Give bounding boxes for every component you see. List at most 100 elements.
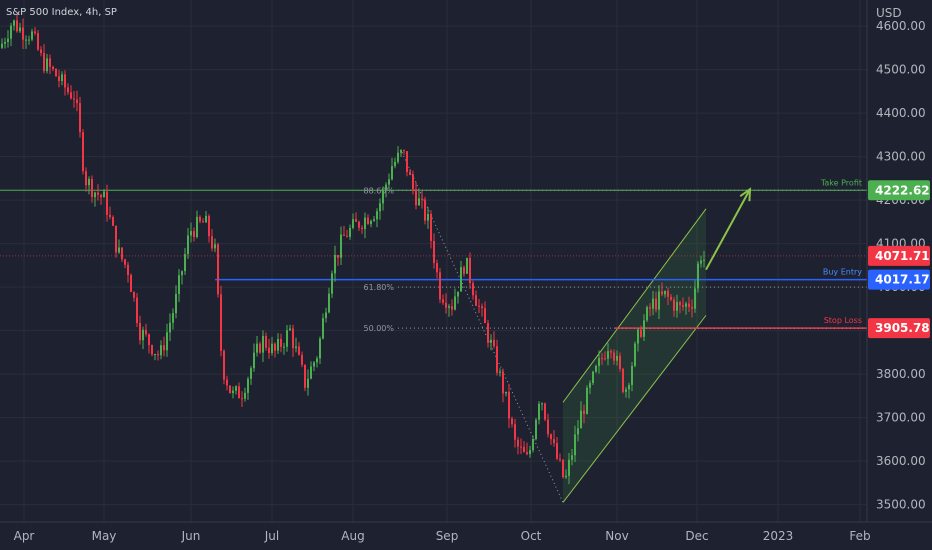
candle-body (235, 386, 237, 391)
candle-body (367, 217, 369, 225)
fibonacci-levels: 88.60% 61.80% 50.00% (363, 152, 867, 503)
candle-body (61, 74, 63, 82)
candle-body (316, 358, 318, 363)
candle-body (136, 297, 138, 324)
candle-body (319, 338, 321, 359)
candle-body (91, 178, 93, 198)
candle-body (469, 257, 471, 284)
candlestick-series (1, 13, 705, 485)
candle-body (58, 76, 60, 82)
candle-body (97, 192, 99, 195)
candle-body (688, 303, 690, 307)
candle-body (574, 434, 576, 456)
candle-body (295, 346, 297, 349)
candle-body (598, 358, 600, 366)
candle-body (676, 302, 678, 311)
candle-body (343, 234, 345, 236)
x-tick-label: Sep (436, 529, 459, 543)
candle-body (49, 58, 51, 67)
candle-body (568, 459, 570, 476)
candle-body (508, 391, 510, 419)
candle-body (646, 307, 648, 321)
candle-body (85, 171, 87, 186)
candle-body (487, 323, 489, 343)
candle-body (484, 308, 486, 324)
candle-body (466, 257, 468, 274)
candle-body (322, 318, 324, 339)
candle-body (613, 352, 615, 361)
candle-body (673, 299, 675, 311)
candle-body (355, 219, 357, 222)
candle-body (463, 267, 465, 274)
candle-body (622, 368, 624, 392)
candle-body (259, 343, 261, 353)
currency-label: USD (876, 6, 902, 20)
candle-body (127, 264, 129, 275)
candle-body (265, 335, 267, 348)
candle-body (601, 358, 603, 360)
candle-body (118, 247, 120, 253)
candle-body (223, 350, 225, 380)
candle-body (520, 446, 522, 448)
candle-body (121, 247, 123, 260)
y-tick-label: 4500.00 (876, 63, 926, 77)
candle-body (643, 320, 645, 337)
candle-body (400, 150, 402, 153)
y-tick-label: 4300.00 (876, 150, 926, 164)
candle-body (439, 272, 441, 300)
candle-body (472, 283, 474, 296)
candle-body (184, 254, 186, 272)
candle-body (67, 87, 69, 93)
candle-body (505, 391, 507, 394)
candle-body (562, 459, 564, 478)
candle-body (511, 418, 513, 425)
candle-body (697, 263, 699, 289)
candle-body (634, 343, 636, 366)
price-tag-buy-entry (868, 269, 930, 290)
candle-body (454, 296, 456, 310)
channel-lower-line (562, 315, 707, 503)
candle-body (460, 267, 462, 292)
arrow-shaft (705, 188, 751, 271)
candle-body (130, 274, 132, 293)
candle-body (364, 217, 366, 230)
x-tick-label: Nov (605, 529, 628, 543)
candle-body (172, 313, 174, 323)
time-axis[interactable] (0, 522, 932, 550)
candle-body (424, 199, 426, 221)
candle-body (124, 259, 126, 265)
candle-body (133, 292, 135, 298)
price-tag-current (868, 245, 930, 266)
candle-body (73, 98, 75, 100)
candle-body (292, 328, 294, 349)
price-tag-stop-loss (868, 318, 930, 339)
candle-body (103, 191, 105, 198)
candle-body (331, 273, 333, 294)
candle-body (685, 303, 687, 307)
candle-body (433, 240, 435, 264)
candle-body (202, 221, 204, 223)
candle-body (268, 347, 270, 353)
candle-body (31, 31, 33, 40)
candle-body (55, 68, 57, 77)
candle-body (238, 386, 240, 399)
candle-body (451, 306, 453, 310)
candle-body (640, 329, 642, 337)
candle-body (187, 235, 189, 255)
candle-body (205, 215, 207, 223)
candle-body (514, 424, 516, 440)
price-tag-take-profit (868, 180, 930, 201)
candle-body (70, 92, 72, 99)
candle-body (412, 174, 414, 190)
x-tick-label: May (92, 529, 117, 543)
candle-body (586, 387, 588, 414)
candle-body (52, 66, 54, 69)
candle-body (181, 271, 183, 276)
stop-loss-text: Stop Loss (824, 316, 862, 325)
candle-body (25, 39, 27, 41)
candle-body (658, 291, 660, 310)
x-tick-label: Oct (521, 529, 542, 543)
candle-body (430, 213, 432, 241)
